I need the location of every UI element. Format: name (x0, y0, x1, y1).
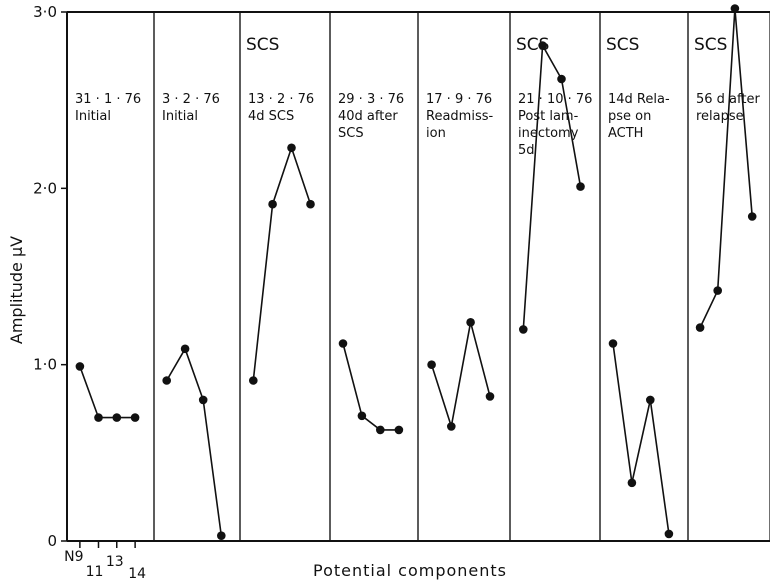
panel-annotation-line: SCS (338, 126, 364, 141)
series-line (342, 343, 399, 431)
panel-annotation-line: Initial (75, 109, 111, 124)
data-point (217, 531, 226, 540)
data-point (608, 339, 618, 348)
panel-5: 17 · 9 · 76 Readmiss-ion (417, 11, 511, 542)
panel-annotation-line: 40d after (338, 109, 398, 124)
data-point (627, 478, 637, 488)
data-point (268, 199, 277, 209)
x-tick-label: 11 (86, 564, 104, 580)
panel-annotation-line: Initial (162, 109, 198, 124)
data-point (447, 422, 456, 431)
panel-6: SCS 21 · 10 · 76 Post lam-inectomy 5d (509, 11, 601, 542)
panel-annotation-line: pse on (608, 109, 651, 124)
scs-label: SCS (516, 35, 549, 55)
data-point (519, 325, 528, 334)
series-line (166, 346, 223, 536)
y-tick-label: 2·0 (33, 179, 57, 197)
y-axis-label: Amplitude μV (7, 236, 26, 344)
data-point (357, 411, 367, 421)
data-point (94, 413, 103, 422)
series-line (612, 343, 670, 535)
panel-annotation-line: 13 · 2 · 76 (248, 92, 314, 107)
data-point (306, 199, 315, 209)
panel-7: SCS 14d Rela-pse on ACTH (599, 11, 689, 542)
scs-label: SCS (694, 35, 727, 55)
data-point (730, 4, 740, 13)
y-tick-label: 3·0 (33, 3, 57, 21)
series-line (522, 42, 582, 330)
panel-3: SCS 13 · 2 · 76 4d SCS (239, 11, 331, 542)
data-point (466, 318, 475, 327)
panel-annotation-line: Readmiss- (426, 109, 493, 124)
y-tick-label: 1·0 (33, 356, 57, 374)
panel-8: SCS 56 d after relapse (687, 4, 770, 542)
panel-annotation-line: ACTH (608, 126, 643, 141)
data-point (695, 323, 705, 332)
panel-annotation-line: 56 d after (696, 92, 760, 107)
panel-annotation-line: 4d SCS (248, 109, 294, 124)
panel-annotation-line: 17 · 9 · 76 (426, 92, 492, 107)
panel-4: 29 · 3 · 76 40d after SCS (329, 11, 419, 542)
y-tick-label: 0 (47, 532, 57, 550)
data-point (576, 182, 585, 191)
panel-annotation-line: 5d (518, 143, 535, 158)
x-tick-label: 13 (106, 554, 124, 570)
x-axis-label: Potential components (313, 561, 507, 580)
scs-label: SCS (246, 35, 279, 55)
data-point (557, 74, 566, 84)
panel-annotation-line: relapse (696, 109, 744, 124)
data-point (162, 376, 171, 385)
scs-label: SCS (606, 35, 639, 55)
panel-annotation-line: 3 · 2 · 76 (162, 92, 220, 107)
data-point (75, 362, 85, 371)
data-point (198, 395, 208, 405)
panel-annotation-line: 21 · 10 · 76 (518, 92, 592, 107)
panel-annotation-line: 31 · 1 · 76 (75, 92, 141, 107)
data-point (180, 344, 190, 354)
panels-layer: 31 · 1 · 76 Initial 3 · 2 · 76 Initial SCS 13… (66, 4, 770, 542)
x-tick-label: N9 (64, 549, 83, 565)
data-point (713, 286, 722, 295)
data-point (747, 212, 757, 221)
data-point (664, 529, 674, 539)
panel-annotation-line: ion (426, 126, 446, 141)
panel-annotation-line: inectomy (518, 126, 579, 141)
panel-1: 31 · 1 · 76 Initial (66, 11, 155, 542)
panel-annotation-line: Post lam- (518, 109, 579, 124)
data-point (485, 392, 495, 401)
data-point (646, 395, 655, 405)
x-tick-label: 14 (128, 566, 146, 581)
series-line (699, 8, 753, 328)
data-point (538, 41, 547, 50)
panel-annotation-line: 14d Rela- (608, 92, 670, 107)
data-point (287, 143, 296, 153)
data-point (130, 413, 140, 422)
series-line (252, 145, 312, 381)
data-point (338, 339, 348, 348)
data-point (427, 360, 436, 370)
data-point (112, 413, 122, 422)
data-point (249, 376, 258, 385)
panel-2: 3 · 2 · 76 Initial (153, 11, 241, 542)
data-point (394, 425, 404, 435)
data-point (376, 425, 385, 435)
panel-annotation-line: 29 · 3 · 76 (338, 92, 404, 107)
series-line (430, 322, 491, 427)
series-line (79, 366, 136, 419)
